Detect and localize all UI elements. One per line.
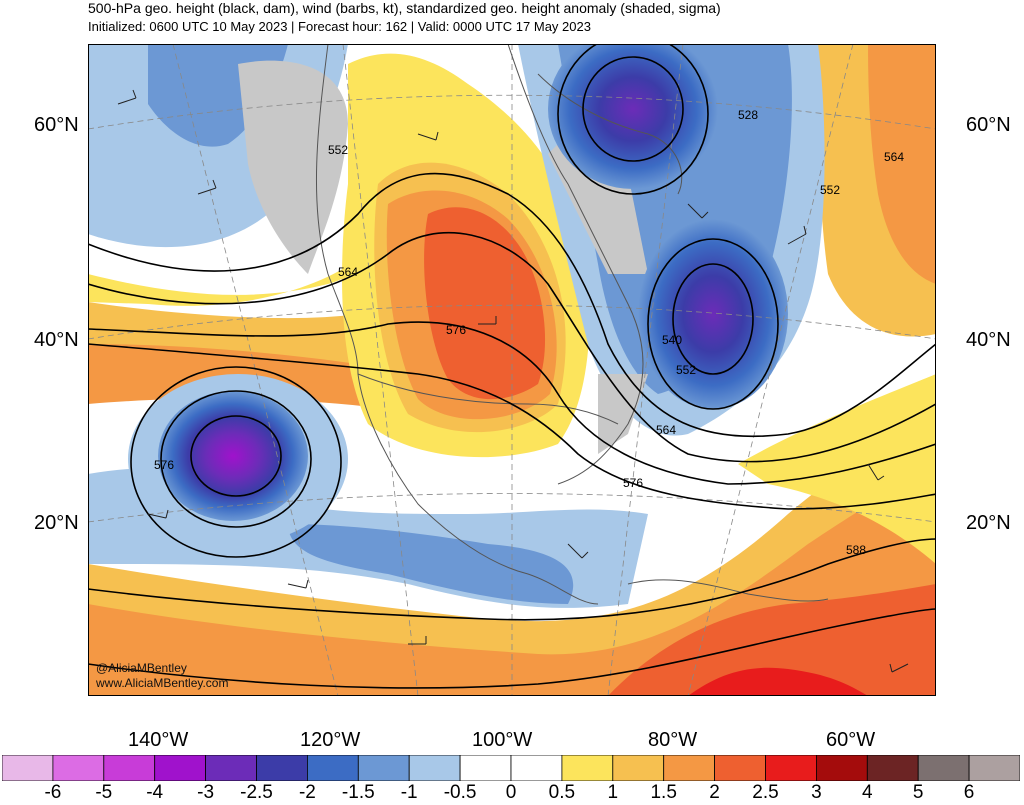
anomaly-shading <box>688 667 868 696</box>
colorbar <box>2 755 1020 781</box>
contour-label: 552 <box>328 143 348 157</box>
lat-label-60n-right: 60°N <box>966 114 1011 136</box>
colorbar-swatch <box>866 755 919 781</box>
contour-label: 540 <box>662 333 682 347</box>
colorbar-swatch <box>306 755 359 781</box>
colorbar-swatch <box>459 755 512 781</box>
colorbar-label: -3 <box>197 782 215 803</box>
colorbar-label: 0 <box>505 782 517 803</box>
colorbar-label: -6 <box>44 782 62 803</box>
colorbar-swatch <box>2 755 54 781</box>
credit-url: www.AliciaMBentley.com <box>96 676 229 690</box>
colorbar-swatch <box>256 755 308 781</box>
lat-label-20n-left: 20°N <box>34 512 79 534</box>
height-contours <box>88 44 936 689</box>
colorbar-swatch <box>917 755 970 781</box>
contour-label: 576 <box>446 323 466 337</box>
colorbar-label: -2 <box>298 782 316 803</box>
anomaly-shading <box>288 524 574 604</box>
anomaly-shading <box>424 207 546 400</box>
map-subtitle: Initialized: 0600 UTC 10 May 2023 | Fore… <box>88 19 591 34</box>
credit-handle: @AliciaMBentley <box>96 661 187 675</box>
map-frame <box>88 44 936 696</box>
colorbar-label: 2 <box>709 782 720 803</box>
anomaly-shading <box>738 374 936 564</box>
lat-label-40n-right: 40°N <box>966 329 1011 351</box>
colorbar-swatch <box>714 755 766 781</box>
anomaly-shading <box>598 374 648 454</box>
contour-label: 564 <box>656 423 676 437</box>
colorbar-label: -0.5 <box>443 782 477 803</box>
colorbar-label: -1.5 <box>341 782 375 803</box>
map-title: 500-hPa geo. height (black, dam), wind (… <box>88 0 721 16</box>
contour-label: 552 <box>820 183 840 197</box>
lat-label-60n-left: 60°N <box>34 114 79 136</box>
wind-barbs <box>117 89 909 673</box>
lon-label-120w: 120°W <box>300 729 361 751</box>
anomaly-shading <box>638 219 788 409</box>
colorbar-label: 3 <box>811 782 822 803</box>
colorbar-swatch <box>968 755 1020 781</box>
contour-label: 588 <box>846 543 866 557</box>
colorbar-swatch <box>408 755 461 781</box>
contour-label: 564 <box>884 150 904 164</box>
colorbar-swatch <box>510 755 563 781</box>
colorbar-label: 1.5 <box>650 782 677 803</box>
anomaly-shading <box>868 44 936 284</box>
lon-label-140w: 140°W <box>128 729 189 751</box>
colorbar-swatch <box>561 755 614 781</box>
contour-label: 576 <box>154 458 174 472</box>
anomaly-shading <box>158 391 308 521</box>
lat-label-20n-right: 20°N <box>966 512 1011 534</box>
colorbar-swatch <box>816 755 868 781</box>
lat-label-40n-left: 40°N <box>34 329 79 351</box>
colorbar-label: 0.5 <box>548 782 576 803</box>
contour-label: 564 <box>338 265 358 279</box>
lon-label-100w: 100°W <box>472 729 533 751</box>
colorbar-label: -4 <box>146 782 164 803</box>
colorbar-swatch <box>357 755 410 781</box>
colorbar-label: 4 <box>862 782 873 803</box>
colorbar-swatch <box>663 755 716 781</box>
colorbar-label: -2.5 <box>240 782 273 803</box>
contour-label: 576 <box>623 476 643 490</box>
colorbar-swatch <box>765 755 817 781</box>
colorbar-swatch <box>612 755 665 781</box>
contour-label: 552 <box>676 363 696 377</box>
colorbar-swatch <box>154 755 206 781</box>
coastlines <box>315 44 829 605</box>
colorbar-label: 2.5 <box>752 782 779 803</box>
colorbar-label: 5 <box>912 782 924 803</box>
colorbar-label: -5 <box>95 782 113 803</box>
colorbar-label: 6 <box>963 782 975 803</box>
colorbar-label: 1 <box>607 782 619 803</box>
lon-label-60w: 60°W <box>826 729 876 751</box>
anomaly-shading <box>88 204 408 306</box>
colorbar-swatch <box>205 755 257 781</box>
contour-label: 528 <box>738 108 758 122</box>
lon-label-80w: 80°W <box>648 729 698 751</box>
colorbar-swatch <box>103 755 156 781</box>
weather-map: 552 564 576 576 528 552 564 540 552 564 … <box>88 44 936 696</box>
colorbar-swatch <box>52 755 105 781</box>
colorbar-label: -1 <box>400 782 418 803</box>
